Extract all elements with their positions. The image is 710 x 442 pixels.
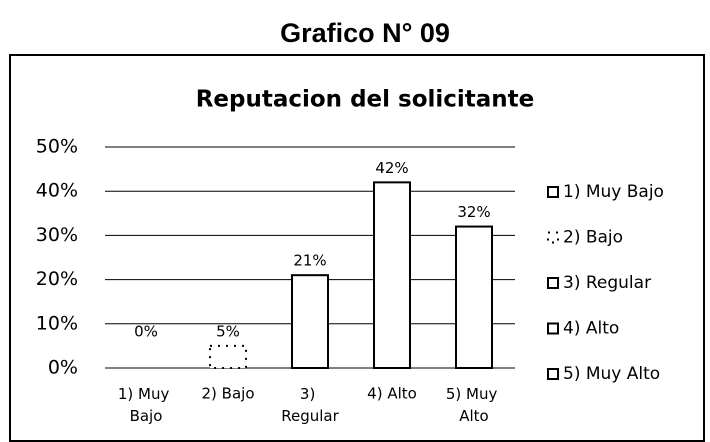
legend-label: 1) Muy Bajo	[563, 182, 664, 202]
legend-swatch	[547, 368, 559, 380]
bar	[209, 344, 247, 369]
y-tick-label: 30%	[36, 224, 78, 246]
x-tick-label: 1) Muy Bajo	[118, 385, 174, 425]
legend-swatch	[547, 231, 559, 244]
legend-swatch	[547, 322, 559, 335]
label-line: 3)	[300, 385, 320, 403]
data-label: 42%	[375, 159, 408, 177]
bar	[291, 274, 329, 369]
legend-label: 3) Regular	[563, 273, 651, 293]
label-line: 1) Muy	[118, 385, 174, 403]
x-tick-label: 2) Bajo	[202, 385, 255, 403]
x-tick-label: 4) Alto	[367, 385, 417, 403]
data-label: 0%	[134, 323, 158, 341]
y-tick-label: 20%	[36, 268, 78, 290]
bar	[373, 181, 411, 369]
page-title: Grafico N° 09	[280, 18, 450, 48]
data-label: 5%	[216, 322, 240, 340]
data-label: 21%	[293, 252, 326, 270]
data-label: 32%	[457, 203, 490, 221]
y-tick-label: 40%	[36, 180, 78, 202]
label-line: Regular	[281, 407, 339, 425]
x-tick-label: 5) Muy Alto	[446, 385, 502, 425]
label-line: 5) Muy	[446, 385, 502, 403]
legend-label: 4) Alto	[563, 319, 619, 339]
legend-swatch	[547, 277, 559, 289]
legend-label: 5) Muy Alto	[563, 364, 660, 384]
y-tick-label: 0%	[48, 357, 78, 379]
y-tick-label: 10%	[36, 312, 78, 334]
bar	[455, 225, 493, 369]
chart-title: Reputacion del solicitante	[196, 87, 535, 113]
x-tick-label: 3) Regular	[281, 385, 339, 425]
legend-swatch	[547, 186, 559, 198]
label-line: Alto	[459, 407, 489, 425]
chart-frame	[9, 54, 705, 442]
legend-label: 2) Bajo	[563, 228, 623, 248]
label-line: Bajo	[130, 407, 163, 425]
y-tick-label: 50%	[36, 136, 78, 158]
